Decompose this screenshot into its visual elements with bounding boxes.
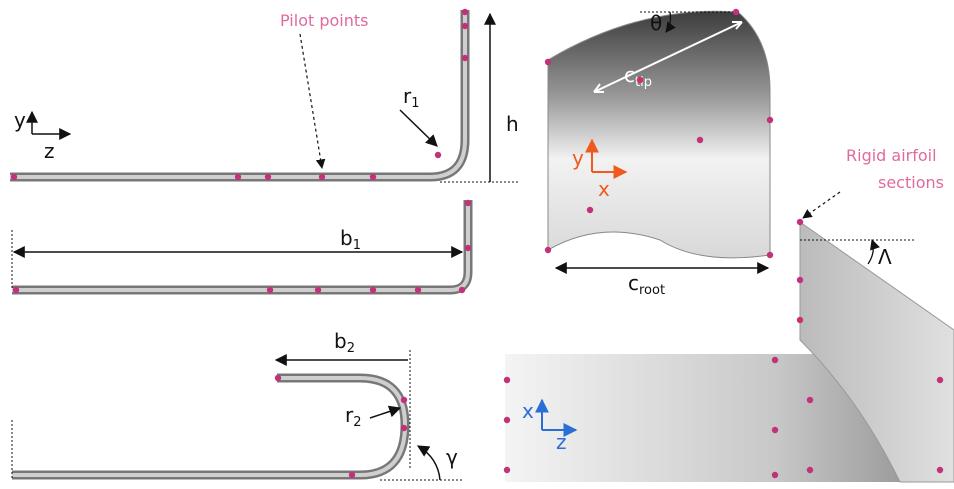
annotation: sections [878, 173, 944, 192]
pilot-point [937, 377, 943, 383]
pilot-point [937, 467, 943, 473]
pilot-point [697, 137, 703, 143]
pilot-point [733, 9, 739, 15]
axis-label: z [556, 430, 567, 454]
symbol: b [340, 226, 353, 250]
pilot-point [545, 59, 551, 65]
pilot-point [235, 174, 241, 180]
axis-label: z [44, 139, 55, 163]
axis-label: x [598, 177, 610, 201]
symbol: b [334, 329, 347, 353]
pilot-point [767, 117, 773, 123]
dimension-label: croot [628, 271, 665, 298]
angle-label: γ [446, 445, 458, 469]
pilot-point [767, 252, 773, 258]
pilot-point [797, 219, 803, 225]
subscript: 1 [353, 238, 361, 253]
tube-highlight [12, 200, 468, 290]
pilot-point [13, 287, 19, 293]
dimension-arrow [370, 408, 400, 418]
pilot-point [797, 317, 803, 323]
pilot-point [807, 467, 813, 473]
subscript: 2 [347, 341, 355, 356]
pilot-point [462, 23, 468, 29]
pilot-point [267, 287, 273, 293]
angle-label: Λ [878, 245, 892, 269]
pilot-point [349, 472, 355, 478]
annotation-arrow [300, 34, 322, 168]
dimension-label: r1 [403, 84, 420, 111]
pilot-point [504, 377, 510, 383]
dimension-label: h [506, 112, 519, 136]
subscript: root [639, 283, 665, 298]
angle-label: θ [650, 11, 662, 35]
angle-arrow [868, 240, 873, 264]
pilot-point [587, 207, 593, 213]
pilot-point [772, 427, 778, 433]
pilot-point [459, 287, 465, 293]
pilot-point [465, 200, 471, 206]
pilot-point [315, 287, 321, 293]
pilot-point [435, 152, 441, 158]
pilot-point [807, 397, 813, 403]
pilot-point [370, 287, 376, 293]
dimension-label: r2 [345, 403, 362, 430]
annotation: Rigid airfoil [846, 146, 937, 165]
pilot-point [504, 467, 510, 473]
dimension-arrow [400, 110, 437, 146]
pilot-point [265, 174, 271, 180]
wing-surface [548, 11, 770, 258]
subscript: tip [635, 75, 652, 90]
figure: y z Pilot points h r1 b1 b2 r2 γ θ ctip … [0, 0, 954, 489]
pilot-point [637, 77, 643, 83]
top-view: b1 [12, 200, 468, 290]
curled-view: b2 r2 γ [12, 329, 462, 480]
annotation-arrow [803, 192, 840, 218]
pilot-point [545, 247, 551, 253]
tube [12, 200, 468, 290]
pilot-point [462, 55, 468, 61]
tube-highlight [10, 10, 465, 177]
pilot-point [415, 287, 421, 293]
pilot-point [401, 397, 407, 403]
pilot-point [275, 375, 281, 381]
pilot-point [504, 417, 510, 423]
pilot-point [462, 9, 468, 15]
dimension-label: b1 [340, 226, 361, 253]
axis-label: y [14, 108, 26, 132]
dimension-label: b2 [334, 329, 355, 356]
pilot-point [797, 277, 803, 283]
angle-arrow [418, 446, 440, 480]
pilot-point [11, 174, 17, 180]
axis-label: x [522, 399, 534, 423]
symbol: c [628, 271, 639, 295]
pilot-point [465, 245, 471, 251]
annotation: Pilot points [280, 11, 368, 30]
pilot-point [319, 174, 325, 180]
wing-tip-view: θ ctip y x croot [548, 11, 770, 298]
subscript: 1 [411, 96, 419, 111]
subscript: 2 [353, 415, 361, 430]
pilot-point [772, 472, 778, 478]
tube [10, 10, 465, 177]
pilot-point [401, 425, 407, 431]
pilot-point [772, 357, 778, 363]
pilot-point [370, 174, 376, 180]
axis-label: y [572, 146, 584, 170]
symbol: c [624, 63, 635, 87]
side-view: y z Pilot points h r1 [10, 10, 519, 182]
